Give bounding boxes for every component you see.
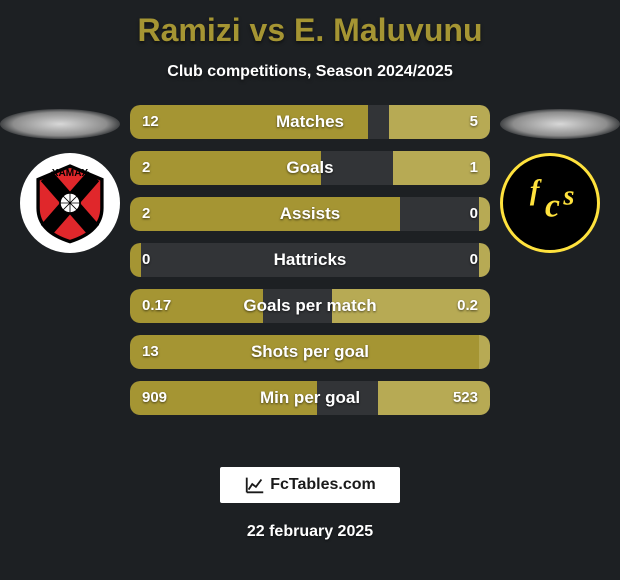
footer-date: 22 february 2025 bbox=[0, 523, 620, 541]
stat-fill-right bbox=[479, 197, 490, 231]
chart-icon bbox=[244, 474, 266, 496]
stat-fill-right bbox=[393, 151, 490, 185]
stat-fill-left bbox=[130, 197, 400, 231]
stat-fill-right bbox=[332, 289, 490, 323]
stat-row: Goals per match0.170.2 bbox=[130, 289, 490, 323]
svg-text:c: c bbox=[545, 187, 560, 224]
xamax-badge-icon: XAMAX bbox=[28, 161, 112, 245]
stat-fill-left bbox=[130, 381, 317, 415]
svg-text:f: f bbox=[530, 176, 542, 207]
stat-fill-left bbox=[130, 243, 141, 277]
svg-text:XAMAX: XAMAX bbox=[52, 168, 89, 179]
fcs-badge-icon: f c s bbox=[508, 161, 592, 245]
spotlight-left bbox=[0, 109, 120, 139]
svg-text:s: s bbox=[562, 181, 574, 212]
stat-fill-left bbox=[130, 289, 263, 323]
stat-label: Hattricks bbox=[130, 243, 490, 277]
team-badge-left: XAMAX bbox=[20, 153, 120, 253]
stat-row: Min per goal909523 bbox=[130, 381, 490, 415]
stat-value-left: 0 bbox=[142, 243, 150, 277]
spotlight-right bbox=[500, 109, 620, 139]
stat-value-right: 0 bbox=[470, 197, 478, 231]
page-title: Ramizi vs E. Maluvunu bbox=[0, 0, 620, 49]
stat-row: Assists20 bbox=[130, 197, 490, 231]
stat-fill-right bbox=[479, 243, 490, 277]
stat-fill-left bbox=[130, 105, 368, 139]
brand-text: FcTables.com bbox=[270, 476, 376, 494]
stat-fill-right bbox=[389, 105, 490, 139]
comparison-stage: XAMAX f c s Matches125 Goals21 Assists20 Ha… bbox=[0, 103, 620, 443]
stat-fill-left bbox=[130, 151, 321, 185]
stat-row: Matches125 bbox=[130, 105, 490, 139]
stat-bars-container: Matches125Goals21Assists20Hattricks00Goa… bbox=[130, 105, 490, 427]
stat-value-right: 0 bbox=[470, 243, 478, 277]
brand-logo[interactable]: FcTables.com bbox=[220, 467, 400, 503]
stat-fill-right bbox=[479, 335, 490, 369]
stat-row: Goals21 bbox=[130, 151, 490, 185]
page-subtitle: Club competitions, Season 2024/2025 bbox=[0, 63, 620, 81]
team-badge-right: f c s bbox=[500, 153, 600, 253]
stat-fill-right bbox=[378, 381, 490, 415]
stat-fill-left bbox=[130, 335, 479, 369]
stat-row: Hattricks0 0 bbox=[130, 243, 490, 277]
stat-row: Shots per goal13 bbox=[130, 335, 490, 369]
